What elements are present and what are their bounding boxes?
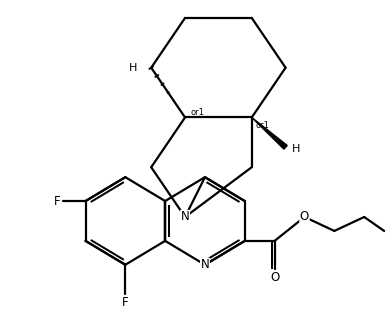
- Text: N: N: [181, 211, 189, 223]
- Polygon shape: [252, 117, 287, 149]
- Text: F: F: [54, 195, 61, 207]
- Text: H: H: [129, 63, 137, 73]
- Text: O: O: [270, 271, 279, 284]
- Text: H: H: [292, 144, 300, 154]
- Text: or1: or1: [190, 108, 204, 117]
- Text: F: F: [122, 295, 129, 309]
- Text: or1: or1: [256, 121, 270, 130]
- Text: N: N: [201, 258, 209, 271]
- Text: O: O: [300, 211, 309, 223]
